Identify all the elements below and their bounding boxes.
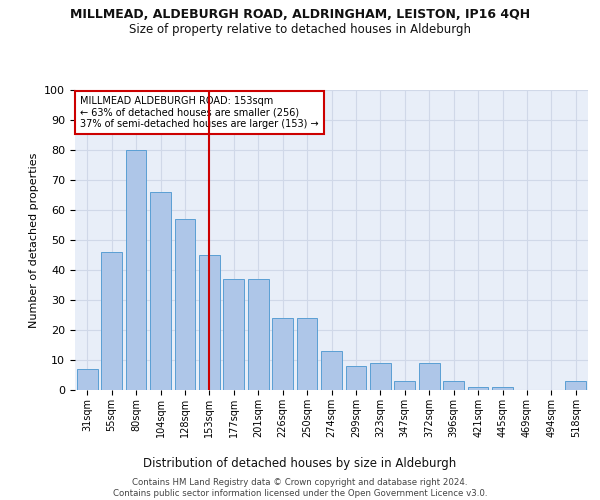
Text: Contains HM Land Registry data © Crown copyright and database right 2024.
Contai: Contains HM Land Registry data © Crown c…: [113, 478, 487, 498]
Bar: [394, 381, 415, 390]
Text: Distribution of detached houses by size in Aldeburgh: Distribution of detached houses by size …: [143, 458, 457, 470]
Y-axis label: Number of detached properties: Number of detached properties: [29, 152, 39, 328]
Text: Size of property relative to detached houses in Aldeburgh: Size of property relative to detached ho…: [129, 22, 471, 36]
Bar: [370, 363, 391, 390]
Bar: [296, 318, 317, 390]
Bar: [125, 150, 146, 390]
Bar: [77, 369, 98, 390]
Bar: [223, 279, 244, 390]
Bar: [248, 279, 269, 390]
Bar: [565, 381, 586, 390]
Bar: [443, 381, 464, 390]
Bar: [467, 387, 488, 390]
Bar: [199, 255, 220, 390]
Bar: [492, 387, 513, 390]
Text: MILLMEAD, ALDEBURGH ROAD, ALDRINGHAM, LEISTON, IP16 4QH: MILLMEAD, ALDEBURGH ROAD, ALDRINGHAM, LE…: [70, 8, 530, 20]
Bar: [101, 252, 122, 390]
Bar: [346, 366, 367, 390]
Bar: [321, 351, 342, 390]
Bar: [419, 363, 440, 390]
Text: MILLMEAD ALDEBURGH ROAD: 153sqm
← 63% of detached houses are smaller (256)
37% o: MILLMEAD ALDEBURGH ROAD: 153sqm ← 63% of…: [80, 96, 319, 129]
Bar: [175, 219, 196, 390]
Bar: [272, 318, 293, 390]
Bar: [150, 192, 171, 390]
